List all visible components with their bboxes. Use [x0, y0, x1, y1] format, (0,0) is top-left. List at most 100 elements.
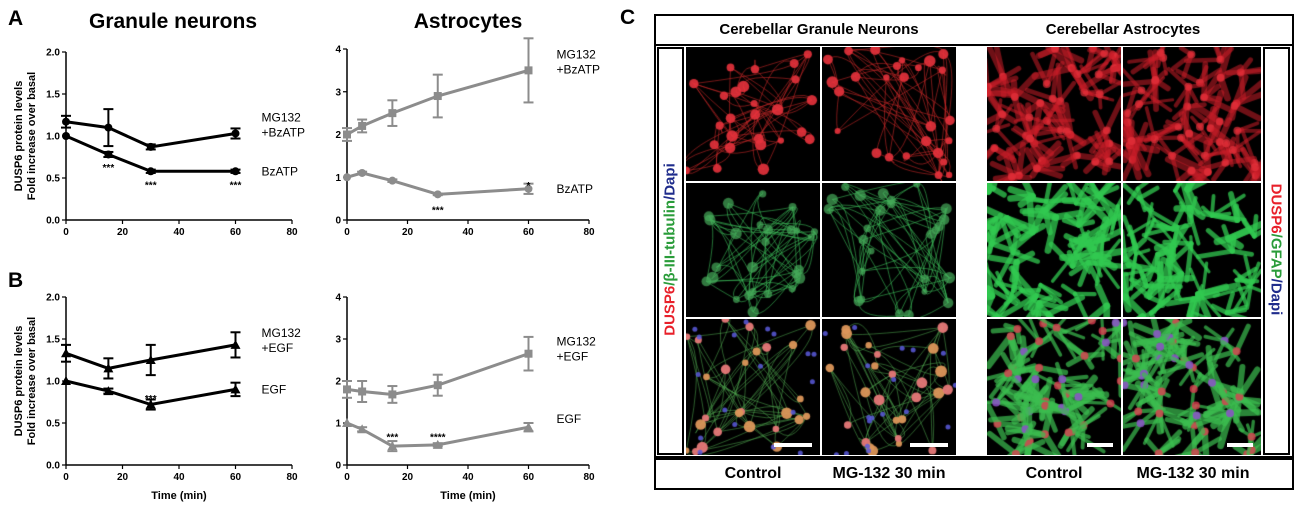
panel-b-letter: B — [8, 269, 23, 292]
B-astrocytes-data-point — [342, 418, 352, 427]
B-neurons-xtick-label: 80 — [286, 472, 298, 483]
A-neurons-data-point — [231, 129, 240, 138]
B-astrocytes-data-point — [433, 381, 442, 390]
B-neurons-ytick-label: 0.0 — [46, 461, 60, 472]
A-astrocytes-data-point — [388, 176, 397, 185]
panel-c-header-astrocytes: Cerebellar Astrocytes — [1045, 21, 1201, 38]
micrograph-canvas — [1123, 47, 1261, 181]
A-neurons-ytick-label: 0.0 — [46, 216, 60, 227]
A-astrocytes-ytick-label: 4 — [335, 45, 341, 56]
scale-bar — [1227, 443, 1253, 447]
A-neurons-title: Granule neurons — [89, 10, 257, 33]
B-neurons-xlabel: Time (min) — [151, 490, 207, 502]
A-neurons-series-line — [65, 120, 236, 149]
B-astrocytes-series-label: MG132 — [557, 335, 597, 349]
A-astrocytes-data-point — [343, 130, 351, 139]
A-neurons-data-point — [104, 123, 113, 132]
B-astrocytes-xtick-label: 40 — [462, 472, 474, 483]
B-astrocytes-series-label: +EGF — [557, 350, 589, 364]
B-neurons-series-label: +EGF — [262, 341, 294, 355]
micrograph-merge-3 — [1123, 319, 1261, 455]
stain-label-part: /GFAP — [1267, 233, 1285, 279]
A-astrocytes-xtick-label: 60 — [523, 227, 535, 238]
A-neurons-annotation: *** — [103, 163, 115, 174]
B-neurons-series-label: EGF — [262, 382, 287, 396]
B-neurons-series-label: MG132 — [262, 326, 302, 340]
micrograph-green-3 — [1123, 183, 1261, 317]
left-stain-label-box — [657, 47, 684, 455]
A-neurons-xtick-label: 80 — [286, 227, 298, 238]
micrograph-canvas — [822, 319, 956, 455]
right-stain-label-box — [1263, 47, 1290, 455]
footer-mg132-neurons: MG-132 30 min — [832, 465, 946, 482]
left-stain-label: DUSP6/β-III-tubulin/Dapi — [662, 110, 679, 390]
B-astrocytes-series-label: EGF — [557, 412, 582, 426]
panel-c-letter: C — [620, 6, 636, 29]
stain-label-part: /Dapi — [661, 163, 679, 200]
micrograph-canvas — [686, 319, 820, 455]
A-astrocytes-data-point — [433, 190, 442, 199]
micrograph-canvas — [987, 319, 1121, 455]
A-neurons-data-point — [104, 150, 113, 159]
B-astrocytes-data-point — [524, 349, 533, 358]
micrograph-red-1 — [822, 47, 956, 181]
stain-label-part: /β-III-tubulin — [661, 199, 679, 286]
B-astrocytes-annotation: **** — [430, 432, 446, 443]
micrograph-canvas — [1123, 183, 1261, 317]
B-astrocytes-data-point — [432, 439, 443, 449]
right-stain-label: DUSP6/GFAP/Dapi — [1268, 110, 1285, 390]
B-neurons-xtick-label: 60 — [230, 472, 242, 483]
scale-bar — [774, 443, 812, 447]
A-astrocytes-ytick-label: 2 — [335, 130, 341, 141]
B-astrocytes-data-point — [387, 441, 398, 451]
B-astrocytes-data-point — [343, 385, 351, 394]
B-astrocytes-xtick-label: 20 — [402, 472, 414, 483]
B-neurons-xtick-label: 40 — [173, 472, 185, 483]
B-neurons-ylabel-line1: DUSP6 protein levels — [13, 326, 25, 437]
A-astrocytes-ytick-label: 1 — [335, 173, 341, 184]
micrograph-canvas — [686, 183, 820, 317]
B-neurons-series-line — [65, 379, 236, 407]
A-astrocytes-xtick-label: 40 — [462, 227, 474, 238]
A-neurons-data-point — [62, 117, 70, 126]
B-astrocytes-xtick-label: 80 — [583, 472, 595, 483]
A-astrocytes-title: Astrocytes — [414, 10, 523, 33]
B-neurons-xtick-label: 20 — [117, 472, 129, 483]
micrograph-canvas — [987, 183, 1121, 317]
A-astrocytes-data-point — [433, 92, 442, 101]
A-astrocytes-data-point — [343, 173, 351, 182]
A-neurons-data-point — [62, 132, 70, 140]
B-neurons-annotation: *** — [145, 394, 157, 405]
B-neurons-ytick-label: 2.0 — [46, 293, 60, 304]
B-astrocytes-data-point — [523, 422, 534, 432]
footer-control-neurons: Control — [724, 465, 782, 482]
micrograph-canvas — [686, 47, 820, 181]
B-neurons-data-point — [103, 363, 114, 373]
stain-label-part: /Dapi — [1267, 278, 1285, 316]
A-astrocytes-data-point — [358, 121, 367, 130]
B-neurons-ytick-label: 1.5 — [46, 335, 60, 346]
A-neurons-annotation: *** — [230, 181, 242, 192]
A-astrocytes-data-point — [524, 184, 533, 193]
A-neurons-series-label: BzATP — [262, 164, 298, 178]
A-astrocytes-series-label: BzATP — [557, 182, 593, 196]
A-neurons-ytick-label: 1.5 — [46, 90, 60, 101]
micrograph-merge-0 — [686, 319, 820, 455]
B-neurons-ytick-label: 0.5 — [46, 419, 60, 430]
B-neurons-xtick-label: 0 — [63, 472, 69, 483]
B-neurons-data-point — [61, 348, 71, 358]
B-astrocytes-data-point — [388, 390, 397, 399]
A-neurons-ylabel-line2: Fold increase over basal — [26, 72, 38, 200]
B-neurons-data-point — [230, 384, 241, 394]
scale-bar — [1087, 443, 1113, 447]
B-astrocytes-ytick-label: 2 — [335, 377, 341, 388]
B-astrocytes-ytick-label: 3 — [335, 335, 341, 346]
A-astrocytes-data-point — [358, 168, 367, 177]
micrograph-red-3 — [1123, 47, 1261, 181]
stain-label-part: DUSP6 — [1267, 183, 1285, 234]
A-neurons-ylabel-line1: DUSP6 protein levels — [13, 81, 25, 192]
A-astrocytes-series-label: MG132 — [557, 47, 597, 61]
B-neurons-data-point — [145, 355, 156, 364]
A-astrocytes-series-label: +BzATP — [557, 62, 600, 76]
B-astrocytes-ytick-label: 1 — [335, 419, 341, 430]
